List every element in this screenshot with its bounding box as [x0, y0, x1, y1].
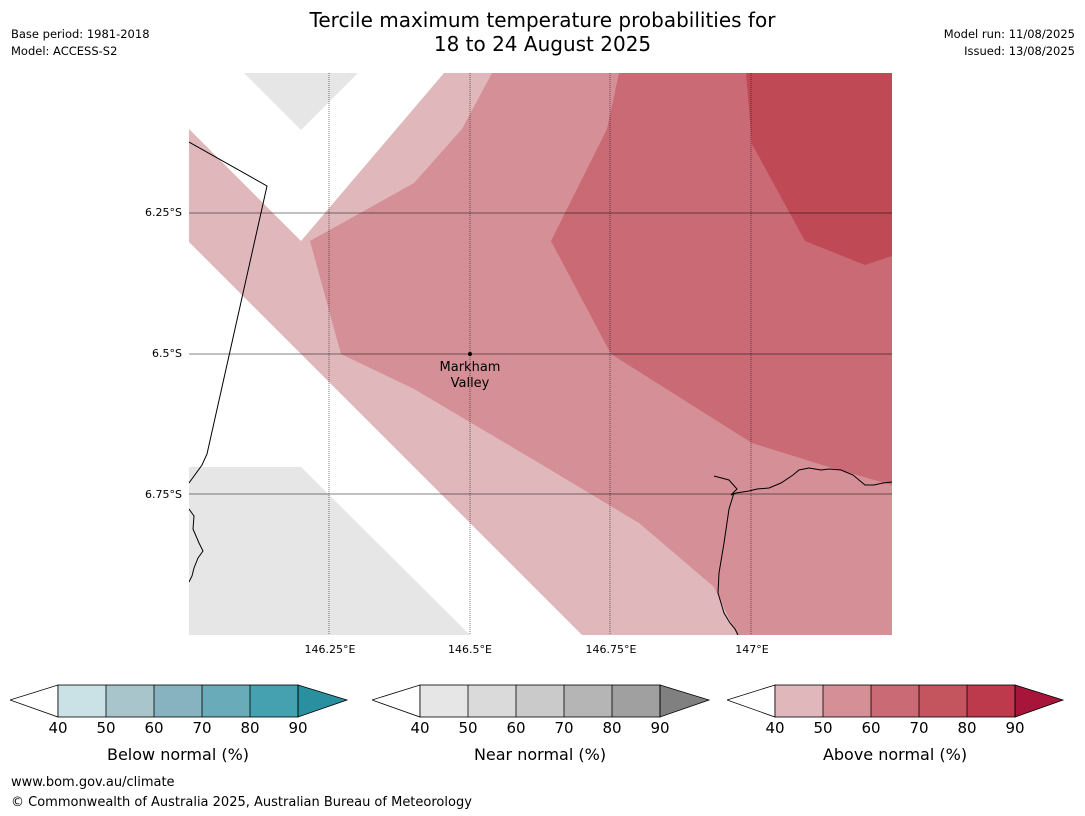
place-label: Markham Valley — [420, 360, 520, 392]
map-panel: Markham Valley — [189, 73, 892, 635]
colorbar-above-seg-70 — [919, 685, 967, 717]
coastline-right — [713, 467, 892, 496]
map-canvas — [189, 73, 892, 635]
colorbar-above-seg-50 — [823, 685, 871, 717]
colorbar-below-tick: 90 — [288, 719, 308, 737]
colorbar-above-high-arrow — [1014, 684, 1065, 718]
colorbar-above-tick: 80 — [957, 719, 977, 737]
colorbar-below-tick: 70 — [192, 719, 212, 737]
colorbar-near-tick: 60 — [506, 719, 526, 737]
colorbar-above-low-arrow — [727, 684, 776, 718]
footer-copyright: © Commonwealth of Australia 2025, Austra… — [11, 795, 472, 810]
colorbar-above-tick: 90 — [1005, 719, 1025, 737]
markham-valley-marker — [468, 352, 472, 356]
lat-label-6-25: 6.25°S — [145, 206, 182, 219]
colorbar-near-tick: 80 — [602, 719, 622, 737]
colorbar-below-seg-60 — [154, 685, 202, 717]
colorbar-near-tick: 40 — [410, 719, 430, 737]
colorbar-near-seg-70 — [564, 685, 612, 717]
issued-date: Issued: 13/08/2025 — [964, 44, 1075, 58]
near-normal-zone-top — [244, 73, 358, 130]
meta-left: Base period: 1981-2018 Model: ACCESS-S2 — [11, 26, 150, 60]
colorbar-near-seg-50 — [468, 685, 516, 717]
colorbar-below-tick: 40 — [48, 719, 68, 737]
colorbar-near — [372, 684, 711, 718]
lon-label-146-5: 146.5°E — [448, 643, 492, 656]
coastline-peninsula — [717, 492, 739, 635]
colorbar-above-tick: 60 — [861, 719, 881, 737]
colorbar-near-title: Near normal (%) — [473, 745, 607, 764]
colorbar-below-seg-40 — [58, 685, 106, 717]
lat-label-6-75: 6.75°S — [145, 488, 182, 501]
colorbar-near-seg-80 — [612, 685, 660, 717]
colorbar-below-tick: 50 — [96, 719, 116, 737]
place-name-line-2: Valley — [450, 376, 490, 391]
colorbar-above-seg-40 — [775, 685, 823, 717]
colorbar-below-seg-50 — [106, 685, 154, 717]
colorbar-below-tick: 60 — [144, 719, 164, 737]
title-line-1: Tercile maximum temperature probabilitie… — [309, 8, 776, 32]
lon-label-146-75: 146.75°E — [585, 643, 637, 656]
colorbar-below-high-arrow — [297, 684, 349, 718]
colorbar-below-seg-70 — [202, 685, 250, 717]
colorbar-above-tick: 70 — [909, 719, 929, 737]
colorbar-above-tick: 50 — [813, 719, 833, 737]
model-name: Model: ACCESS-S2 — [11, 44, 118, 58]
colorbar-near-high-arrow — [659, 684, 711, 718]
coastline-left — [189, 508, 204, 583]
base-period: Base period: 1981-2018 — [11, 27, 150, 41]
colorbar-above-tick: 40 — [765, 719, 785, 737]
meta-right: Model run: 11/08/2025 Issued: 13/08/2025 — [944, 26, 1075, 60]
colorbar-below-low-arrow — [10, 684, 59, 718]
place-name-line-1: Markham — [439, 360, 501, 375]
province-boundary — [189, 141, 268, 484]
colorbar-above-title: Above normal (%) — [822, 745, 968, 764]
title-line-2: 18 to 24 August 2025 — [433, 32, 652, 56]
colorbar-near-seg-60 — [516, 685, 564, 717]
map-title: Tercile maximum temperature probabilitie… — [0, 8, 1085, 56]
colorbar-near-tick: 50 — [458, 719, 478, 737]
colorbar-near-tick: 90 — [650, 719, 670, 737]
colorbar-below — [10, 684, 349, 718]
colorbar-near-tick: 70 — [554, 719, 574, 737]
lon-label-147: 147°E — [735, 643, 769, 656]
footer-url: www.bom.gov.au/climate — [11, 775, 175, 790]
colorbar-above — [727, 684, 1065, 718]
model-run: Model run: 11/08/2025 — [943, 27, 1075, 41]
colorbar-near-seg-40 — [420, 685, 468, 717]
colorbar-above-seg-80 — [967, 685, 1015, 717]
above-70-zone — [746, 73, 892, 265]
near-normal-zone-bottom-left — [189, 467, 470, 635]
colorbar-above-seg-60 — [871, 685, 919, 717]
boundaries — [189, 141, 892, 635]
colorbar-below-tick: 80 — [240, 719, 260, 737]
lon-label-146-25: 146.25°E — [304, 643, 356, 656]
colorbar-below-seg-80 — [250, 685, 298, 717]
colorbar-near-low-arrow — [372, 684, 421, 718]
colorbar-below-title: Below normal (%) — [106, 745, 250, 764]
lat-label-6-5: 6.5°S — [152, 347, 182, 360]
